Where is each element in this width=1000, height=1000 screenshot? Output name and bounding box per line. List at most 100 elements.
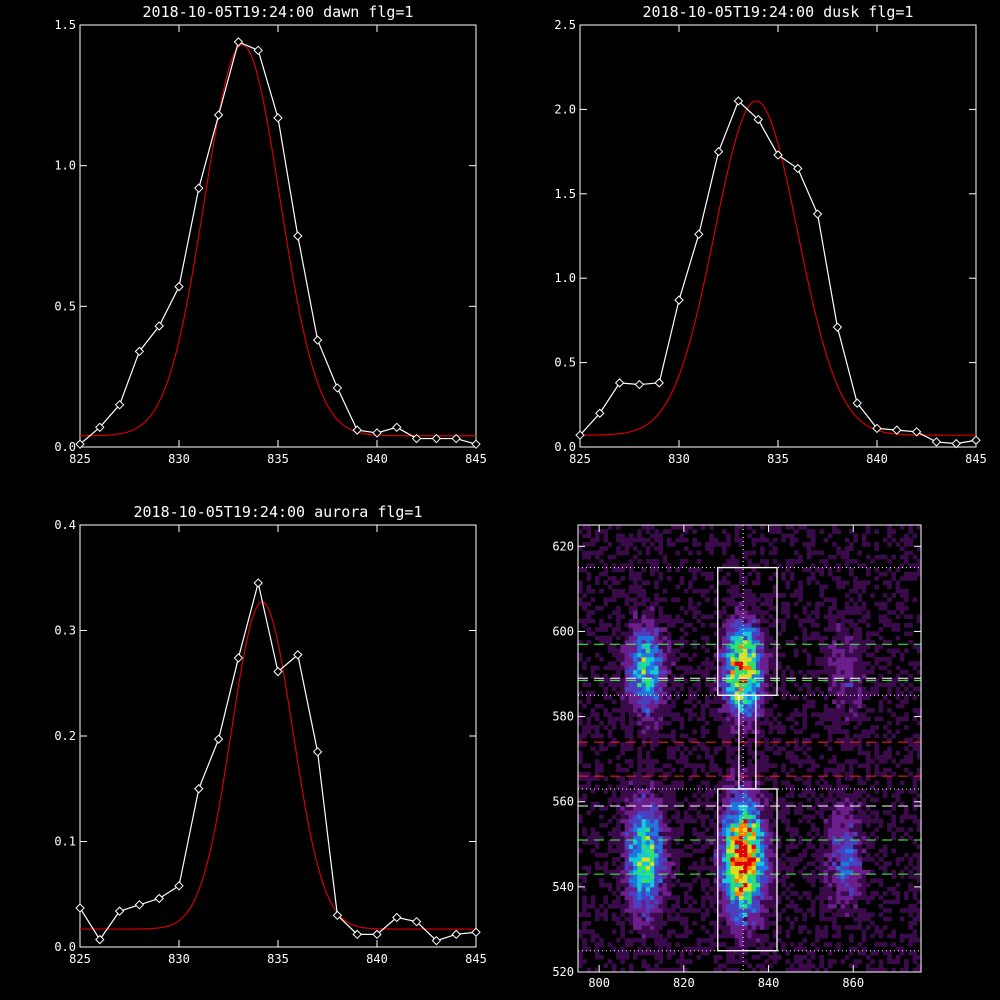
heatmap-cell — [620, 699, 625, 705]
heatmap-cell — [785, 823, 791, 828]
heatmap-cell — [582, 886, 587, 892]
heatmap-cell — [641, 639, 647, 645]
heatmap-cell — [603, 963, 609, 969]
heatmap-cell — [844, 954, 850, 960]
heatmap-cell — [882, 614, 888, 620]
heatmap-cell — [743, 903, 748, 909]
heatmap-cell — [641, 903, 647, 909]
heatmap-cell — [853, 814, 858, 820]
heatmap-cell — [586, 763, 592, 769]
heatmap-cell — [696, 686, 702, 692]
heatmap-cell — [649, 771, 655, 777]
heatmap-cell — [738, 925, 744, 930]
heatmap-cell — [777, 840, 782, 845]
heatmap-cell — [772, 899, 778, 905]
heatmap-cell — [586, 840, 592, 845]
heatmap-cell — [666, 537, 672, 543]
heatmap-cell — [666, 967, 672, 973]
heatmap-cell — [658, 665, 664, 671]
heatmap-cell — [611, 597, 617, 603]
heatmap-cell — [607, 554, 613, 560]
heatmap-cell — [679, 801, 685, 807]
heatmap-cell — [887, 823, 892, 828]
heatmap-cell — [747, 622, 753, 628]
heatmap-cell — [607, 869, 613, 875]
heatmap-cell — [649, 669, 655, 675]
heatmap-cell — [793, 754, 799, 760]
heatmap-cell — [832, 618, 837, 624]
heatmap-cell — [755, 737, 761, 743]
heatmap-cell — [730, 950, 736, 956]
heatmap-cell — [827, 554, 833, 560]
heatmap-cell — [633, 546, 638, 551]
heatmap-cell — [840, 878, 846, 883]
heatmap-cell — [882, 622, 888, 628]
heatmap-cell — [734, 852, 740, 858]
y-tick-label: 600 — [552, 624, 574, 638]
heatmap-cell — [726, 686, 731, 692]
heatmap-cell — [713, 865, 719, 871]
heatmap-cell — [738, 886, 744, 892]
heatmap-cell — [624, 631, 630, 637]
heatmap-cell — [620, 831, 625, 837]
heatmap-cell — [819, 793, 824, 798]
heatmap-cell — [844, 848, 850, 854]
heatmap-cell — [815, 712, 820, 717]
heatmap-cell — [743, 937, 748, 943]
heatmap-cell — [887, 584, 892, 590]
data-point — [451, 929, 461, 940]
heatmap-cell — [798, 793, 803, 798]
heatmap-cell — [849, 852, 854, 858]
heatmap-cell — [798, 597, 803, 603]
heatmap-cell — [603, 665, 609, 671]
heatmap-cell — [849, 776, 854, 781]
heatmap-cell — [882, 580, 888, 585]
heatmap-cell — [772, 571, 778, 577]
heatmap-cell — [658, 814, 664, 820]
heatmap-cell — [849, 703, 854, 709]
heatmap-cell — [654, 878, 659, 883]
heatmap-cell — [751, 682, 757, 688]
heatmap-cell — [603, 597, 609, 603]
heatmap-cell — [637, 699, 642, 705]
heatmap-cell — [700, 950, 706, 956]
heatmap-cell — [912, 733, 918, 739]
heatmap-cell — [734, 729, 740, 734]
heatmap-cell — [713, 929, 719, 935]
heatmap-cell — [654, 810, 659, 815]
heatmap-cell — [709, 818, 714, 824]
heatmap-cell — [624, 874, 630, 879]
heatmap-cell — [692, 682, 697, 688]
heatmap-cell — [633, 835, 638, 841]
heatmap-cell — [743, 644, 748, 649]
heatmap-cell — [874, 691, 880, 696]
heatmap-cell — [649, 627, 655, 632]
heatmap-cell — [857, 882, 863, 888]
heatmap-cell — [747, 903, 753, 909]
heatmap-cell — [806, 831, 812, 837]
heatmap-cell — [857, 682, 863, 688]
heatmap-cell — [734, 584, 740, 590]
heatmap-cell — [874, 546, 880, 551]
heatmap-cell — [908, 661, 913, 666]
heatmap-cell — [620, 712, 625, 717]
heatmap-cell — [675, 895, 681, 901]
heatmap-cell — [654, 708, 659, 713]
heatmap-cell — [747, 737, 753, 743]
heatmap-cell — [878, 959, 884, 964]
heatmap-cell — [747, 750, 753, 756]
heatmap-cell — [764, 720, 769, 726]
heatmap-cell — [641, 759, 647, 764]
heatmap-cell — [590, 563, 596, 568]
heatmap-cell — [781, 908, 786, 913]
heatmap-cell — [747, 805, 753, 811]
heatmap-cell — [849, 895, 854, 901]
heatmap-cell — [849, 588, 854, 594]
heatmap-cell — [666, 563, 672, 568]
heatmap-cell — [827, 652, 833, 658]
heatmap-cell — [751, 886, 757, 892]
heatmap-cell — [844, 644, 850, 649]
heatmap-cell — [582, 776, 587, 781]
heatmap-cell — [865, 631, 871, 637]
heatmap-cell — [908, 639, 913, 645]
